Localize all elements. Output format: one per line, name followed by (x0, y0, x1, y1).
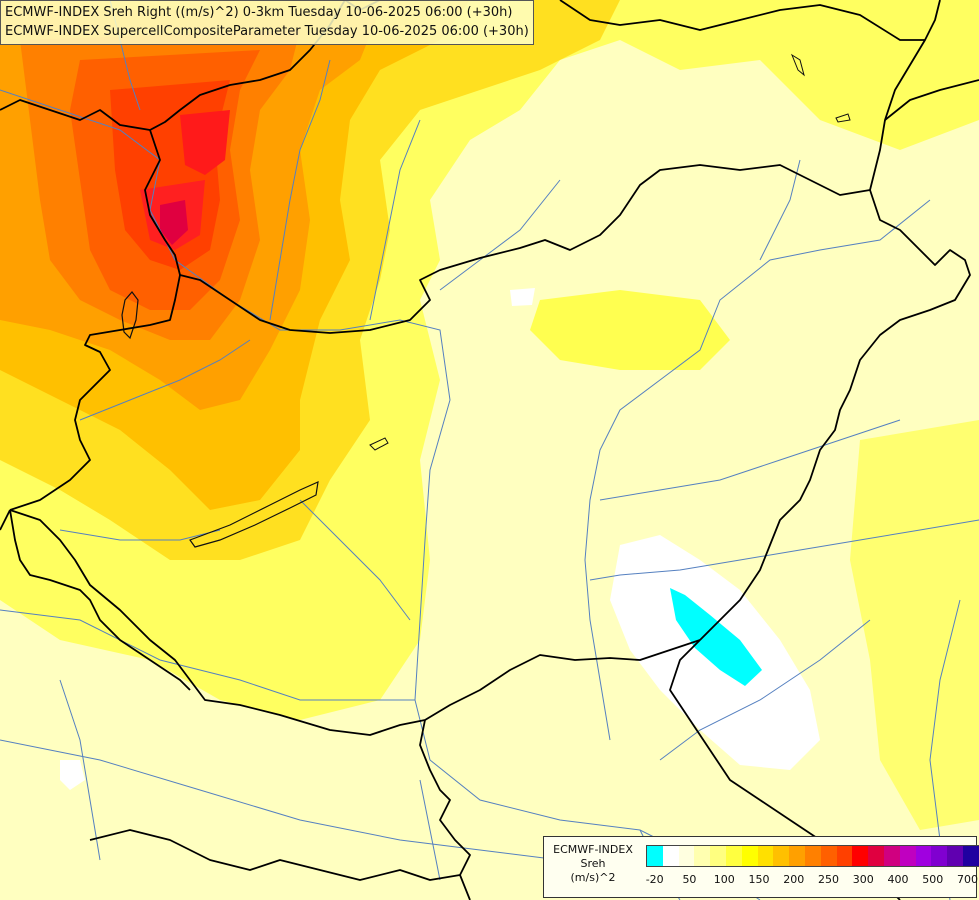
field-cyan-zone (670, 588, 762, 686)
border-hungary-serbia (424, 639, 701, 721)
lake-small-2 (790, 53, 805, 77)
river-mures (589, 519, 979, 581)
border-croatia-slovenia (9, 509, 191, 691)
border-ukraine-romania (884, 79, 979, 121)
legend-swatch (868, 846, 884, 866)
river-koros (599, 419, 901, 501)
field-magenta-peak (160, 200, 188, 245)
border-austria-hungary (9, 274, 181, 511)
legend-tick-label: 100 (713, 873, 735, 886)
map-title-box: ECMWF-INDEX Sreh Right ((m/s)^2) 0-3km T… (0, 0, 534, 45)
river-bodrog (759, 159, 801, 261)
river-drava (0, 609, 415, 701)
legend-tick-label: 150 (748, 873, 770, 886)
field-white-small (60, 760, 85, 790)
border-hungary-romania (699, 189, 971, 641)
lake-balaton (189, 481, 319, 548)
color-legend: ECMWF-INDEX Sreh (m/s)^2 -20 50 100 150 200 2… (543, 836, 979, 898)
legend-swatch (899, 846, 916, 866)
legend-parameter: Sreh (580, 857, 606, 870)
legend-swatch (678, 846, 695, 866)
border-slovakia-hungary (179, 164, 871, 334)
legend-tick-label: -20 (645, 873, 664, 886)
legend-tick-label: 250 (817, 873, 839, 886)
field-yellow-east (850, 420, 979, 830)
river-sio (299, 499, 411, 621)
river-sava (0, 739, 561, 861)
field-white-small-2 (510, 288, 535, 306)
border-slovakia-ukraine (869, 0, 941, 191)
legend-color-bar (646, 845, 979, 867)
legend-swatch (710, 846, 726, 866)
lake-neusiedl (121, 291, 139, 340)
map-title-scp: ECMWF-INDEX SupercellCompositeParameter … (5, 24, 529, 39)
river-raba (79, 339, 251, 421)
legend-swatch (662, 846, 679, 866)
river-tisza (584, 199, 931, 741)
river-ipel (439, 179, 561, 291)
border-austria-slovakia (144, 129, 181, 276)
legend-swatch (962, 846, 979, 866)
legend-swatch (773, 846, 790, 866)
legend-swatch (741, 846, 758, 866)
legend-swatch (852, 846, 869, 866)
border-slovenia-austria (0, 509, 11, 531)
legend-swatch (836, 846, 853, 866)
legend-swatch (647, 846, 663, 866)
field-red-core (180, 110, 230, 175)
legend-source: ECMWF-INDEX (553, 843, 633, 856)
legend-swatch (820, 846, 837, 866)
legend-tick-label: 700 (957, 873, 979, 886)
river-zala (59, 529, 221, 541)
legend-swatch (789, 846, 805, 866)
legend-tick-label: 300 (852, 873, 874, 886)
legend-label: ECMWF-INDEX Sreh (m/s)^2 (546, 843, 640, 885)
river-timis (659, 619, 871, 761)
border-croatia-serbia (419, 719, 471, 900)
legend-unit: (m/s)^2 (570, 871, 616, 884)
map-title-sreh: ECMWF-INDEX Sreh Right ((m/s)^2) 0-3km T… (5, 5, 513, 20)
border-slovakia-poland (559, 0, 925, 41)
border-hungary-croatia (9, 509, 426, 736)
river-hron (369, 119, 421, 321)
river-drina (419, 779, 441, 881)
legend-swatch (947, 846, 963, 866)
legend-tick-label: 400 (887, 873, 909, 886)
lake-small-1 (369, 437, 389, 451)
legend-ticks: -20 50 100 150 200 250 300 400 500 700 (645, 873, 979, 889)
legend-tick-label: 500 (922, 873, 944, 886)
legend-swatch (804, 846, 821, 866)
legend-swatch (725, 846, 742, 866)
river-vah (269, 59, 331, 321)
legend-tick-label: 200 (783, 873, 805, 886)
legend-tick-label: 50 (682, 873, 697, 886)
river-danube (0, 89, 761, 900)
lake-small-3 (835, 113, 851, 123)
legend-swatch (915, 846, 932, 866)
border-bosnia (89, 829, 461, 881)
legend-swatch (931, 846, 948, 866)
river-una (59, 679, 101, 861)
legend-swatch (694, 846, 711, 866)
legend-swatch (757, 846, 774, 866)
border-austria-czech (0, 0, 346, 131)
field-yellow-mid (530, 290, 730, 370)
legend-swatch (883, 846, 900, 866)
